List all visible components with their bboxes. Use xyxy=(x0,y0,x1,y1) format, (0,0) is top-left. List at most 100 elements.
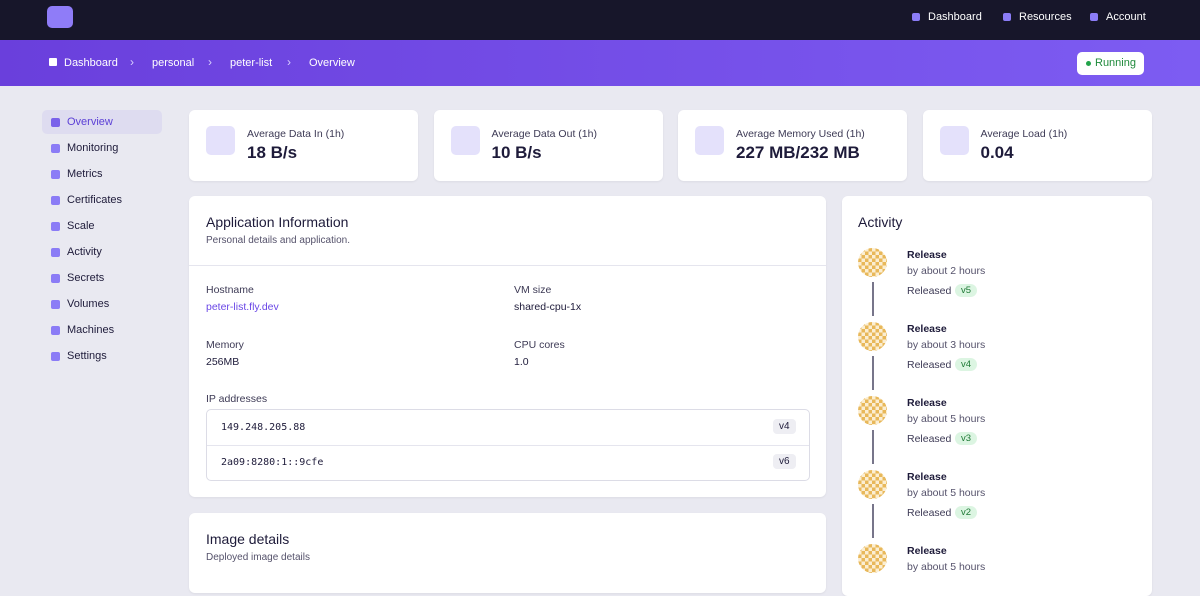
avatar xyxy=(858,544,887,573)
timeline-line xyxy=(872,504,874,538)
field-label: CPU cores xyxy=(514,339,565,351)
breadcrumb-separator: › xyxy=(287,55,291,69)
activity-time: by about 3 hours xyxy=(907,339,986,351)
ip-version: v4 xyxy=(773,419,796,434)
sidebar-item[interactable]: Scale xyxy=(67,220,95,232)
ip-version: v6 xyxy=(773,454,796,469)
version-badge: v2 xyxy=(955,506,978,519)
sidebar-item[interactable]: Secrets xyxy=(67,272,105,284)
field-value: 1.0 xyxy=(514,356,529,368)
breadcrumb-item[interactable]: peter-list xyxy=(230,57,273,69)
field-value[interactable]: peter-list.fly.dev xyxy=(206,301,279,313)
nav-icon xyxy=(1003,13,1011,21)
sidebar-item[interactable]: Monitoring xyxy=(67,142,119,154)
breadcrumb-separator: › xyxy=(130,55,134,69)
sidebar-icon xyxy=(51,248,60,257)
stat-icon xyxy=(450,126,480,155)
stat-label: Average Load (1h) xyxy=(980,128,1068,140)
app-info-card: Application Information Personal details … xyxy=(189,196,826,497)
status-text: Running xyxy=(1095,57,1136,69)
stat-card: Average Load (1h) 0.04 xyxy=(922,110,1152,181)
stat-icon xyxy=(695,126,724,155)
activity-status: Released xyxy=(907,507,952,519)
sidebar-item[interactable]: Metrics xyxy=(67,168,103,180)
activity-time: by about 5 hours xyxy=(907,487,986,499)
stat-icon xyxy=(206,126,235,155)
breadcrumb-item[interactable]: personal xyxy=(152,57,195,69)
avatar xyxy=(858,322,887,351)
activity-status: Released xyxy=(907,285,952,297)
avatar xyxy=(858,470,887,499)
divider xyxy=(189,265,826,266)
activity-card: Activity Release by about 2 hours Released v… xyxy=(842,196,1152,596)
stat-value: 227 MB/232 MB xyxy=(736,143,860,162)
ip-address: 2a09:8280:1::9cfe xyxy=(221,457,324,468)
activity-status: Released xyxy=(907,433,952,445)
section-subtitle: Personal details and application. xyxy=(206,235,350,246)
stat-label: Average Data In (1h) xyxy=(247,128,345,140)
divider xyxy=(207,445,809,446)
nav-link[interactable]: Account xyxy=(1106,11,1146,23)
activity-time: by about 5 hours xyxy=(907,413,986,425)
sidebar-icon xyxy=(51,196,60,205)
nav-icon xyxy=(912,13,920,21)
section-subtitle: Deployed image details xyxy=(206,552,310,563)
stat-value: 18 B/s xyxy=(247,143,298,162)
stat-label: Average Memory Used (1h) xyxy=(736,128,865,140)
field-value: 256MB xyxy=(206,356,240,368)
version-badge: v5 xyxy=(955,284,978,297)
activity-title: Release xyxy=(907,545,947,557)
stat-label: Average Data Out (1h) xyxy=(491,128,597,140)
stat-card: Average Data Out (1h) 10 B/s xyxy=(433,110,663,181)
version-badge: v3 xyxy=(955,432,978,445)
sidebar-icon xyxy=(51,222,60,231)
top-bar xyxy=(0,0,1200,40)
breadcrumb-separator: › xyxy=(208,55,212,69)
breadcrumb-icon xyxy=(49,58,57,66)
nav-link[interactable]: Dashboard xyxy=(928,11,982,23)
sidebar-icon xyxy=(51,144,60,153)
stat-value: 0.04 xyxy=(980,143,1014,162)
image-details-card: Image details Deployed image details xyxy=(189,513,826,593)
status-badge: Running xyxy=(1077,52,1144,75)
activity-title: Release xyxy=(907,471,947,483)
ip-address: 149.248.205.88 xyxy=(221,422,306,433)
nav-icon xyxy=(1090,13,1098,21)
breadcrumb-item[interactable]: Dashboard xyxy=(64,57,118,69)
sidebar-item[interactable]: Machines xyxy=(67,324,115,336)
status-dot xyxy=(1086,61,1091,66)
sidebar-icon xyxy=(51,274,60,283)
activity-title: Release xyxy=(907,323,947,335)
field-label: Hostname xyxy=(206,284,254,296)
sidebar-icon xyxy=(51,326,60,335)
stat-value: 10 B/s xyxy=(491,143,542,162)
sidebar-item[interactable]: Overview xyxy=(67,116,113,128)
sidebar-icon xyxy=(51,170,60,179)
logo[interactable] xyxy=(47,6,73,28)
field-label: Memory xyxy=(206,339,244,351)
activity-status: Released xyxy=(907,359,952,371)
sidebar-item[interactable]: Certificates xyxy=(67,194,123,206)
stat-icon xyxy=(939,126,969,155)
activity-time: by about 5 hours xyxy=(907,561,986,573)
sidebar-item[interactable]: Activity xyxy=(67,246,102,258)
timeline-line xyxy=(872,430,874,464)
sidebar-item[interactable]: Volumes xyxy=(67,298,110,310)
timeline-line xyxy=(872,282,874,316)
sidebar-item[interactable]: Settings xyxy=(67,350,107,362)
activity-title: Release xyxy=(907,397,947,409)
avatar xyxy=(858,248,887,277)
nav-link[interactable]: Resources xyxy=(1019,11,1072,23)
section-title: Application Information xyxy=(206,214,349,230)
breadcrumb-bar xyxy=(0,40,1200,86)
section-title: Image details xyxy=(206,531,290,547)
sidebar-icon xyxy=(51,118,60,127)
stat-card: Average Data In (1h) 18 B/s xyxy=(189,110,418,181)
field-value: shared-cpu-1x xyxy=(514,301,582,313)
stat-card: Average Memory Used (1h) 227 MB/232 MB xyxy=(678,110,907,181)
breadcrumb-item[interactable]: Overview xyxy=(309,57,355,69)
activity-time: by about 2 hours xyxy=(907,265,986,277)
